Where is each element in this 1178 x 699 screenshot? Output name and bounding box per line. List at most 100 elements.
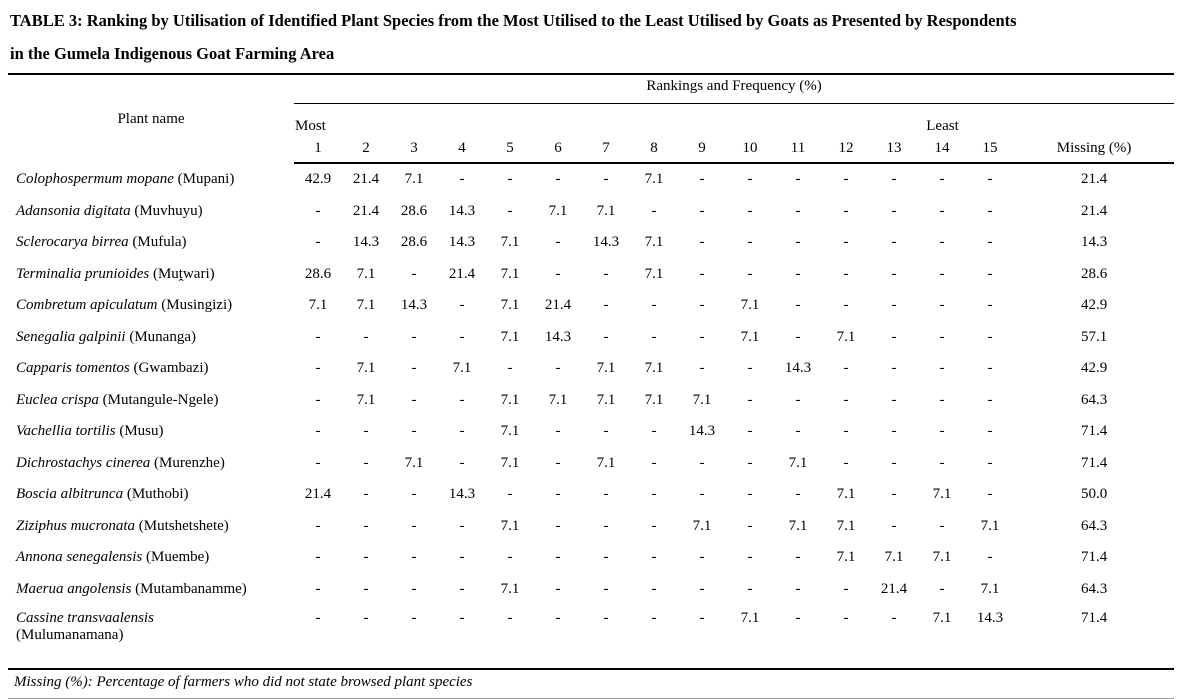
rank-number: 10 [742, 140, 758, 156]
rank-number: 12 [838, 140, 854, 156]
missing-value-cell: 50.0 [1080, 486, 1108, 503]
rank-number: 8 [650, 140, 658, 156]
missing-value-cell: 71.4 [1080, 549, 1108, 566]
table-row: Boscia albitrunca (Muthobi) 21.4 - - 14.3 - - -… [8, 479, 1174, 511]
rank-value-cell: - [795, 486, 801, 503]
rank-value-cell: - [411, 610, 417, 626]
rank-value-cell: - [411, 360, 417, 377]
common-name: (Mupani) [173, 170, 235, 187]
rank-column-header: 9 [678, 103, 726, 164]
rank-value-cell: - [507, 360, 513, 377]
rank-value-cell: - [459, 549, 465, 566]
rank-value-cell: - [891, 610, 897, 626]
rank-value-cell: 14.3 [688, 423, 716, 440]
rank-value-cell: - [507, 202, 513, 219]
rank-value-cell: - [891, 328, 897, 345]
rank-value-cell: - [987, 549, 993, 566]
rank-value-cell: - [651, 486, 657, 503]
table-row: Adansonia digitata (Muvhuyu) - 21.4 28.6 14.… [8, 196, 1174, 228]
plant-name-cell: Senegalia galpinii (Munanga) [8, 322, 294, 354]
rank-value-cell: - [555, 517, 561, 534]
rank-value-cell: - [843, 391, 849, 408]
rank-value-cell: 7.1 [356, 391, 376, 408]
rank-value-cell: - [363, 517, 369, 534]
rank-value-cell: - [363, 580, 369, 597]
rank-column-header: 5 [486, 103, 534, 164]
rank-value-cell: - [987, 328, 993, 345]
rank-value-cell: - [411, 423, 417, 440]
rank-value-cell: 7.1 [644, 391, 664, 408]
rank-sub-spacer [774, 118, 822, 140]
table-title-line1: TABLE 3: Ranking by Utilisation of Ident… [10, 11, 1017, 30]
rank-column-header: 6 [534, 103, 582, 164]
rank-value-cell: - [747, 580, 753, 597]
rank-number: 2 [362, 140, 370, 156]
rank-value-cell: 14.3 [448, 486, 476, 503]
rank-value-cell: - [315, 517, 321, 534]
rank-value-cell: - [651, 423, 657, 440]
rank-value-cell: - [843, 265, 849, 282]
rank-value-cell: - [555, 423, 561, 440]
rank-value-cell: - [363, 423, 369, 440]
rank-value-cell: - [843, 297, 849, 314]
common-name: (Murenzhe) [150, 454, 225, 471]
rank-value-cell: - [795, 265, 801, 282]
rank-column-header: 15 [966, 103, 1014, 164]
plant-name-cell: Capparis tomentos (Gwambazi) [8, 353, 294, 385]
rank-number: 15 [982, 140, 998, 156]
rank-value-cell: - [987, 171, 993, 188]
rank-value-cell: - [651, 328, 657, 345]
rank-value-cell: 7.1 [356, 360, 376, 377]
rank-value-cell: - [459, 171, 465, 188]
rank-value-cell: - [795, 610, 801, 626]
species-name: Terminalia prunioides [16, 265, 150, 282]
rank-value-cell: 7.1 [500, 454, 520, 471]
table-row: Capparis tomentos (Gwambazi) - 7.1 - 7.1 - - 7.… [8, 353, 1174, 385]
rank-value-cell: - [651, 297, 657, 314]
rank-value-cell: 7.1 [500, 328, 520, 345]
rank-value-cell: - [315, 549, 321, 566]
common-name: (Mutshetshete) [135, 517, 229, 534]
rank-value-cell: - [315, 391, 321, 408]
species-name: Ziziphus mucronata [16, 517, 136, 534]
rank-value-cell: - [411, 328, 417, 345]
table-row: Combretum apiculatum (Musingizi) 7.1 7.1 14… [8, 290, 1174, 322]
rank-value-cell: - [315, 202, 321, 219]
missing-value-cell: 28.6 [1080, 265, 1108, 282]
table-row: Maerua angolensis (Mutambanamme) - - - - 7.1 -… [8, 574, 1174, 606]
rank-value-cell: 7.1 [644, 171, 664, 188]
rank-value-cell: - [939, 391, 945, 408]
rank-value-cell: 7.1 [788, 517, 808, 534]
rank-value-cell: - [891, 265, 897, 282]
rank-value-cell: - [651, 517, 657, 534]
rank-number: 7 [602, 140, 610, 156]
rank-value-cell: - [891, 360, 897, 377]
rank-value-cell: 14.3 [448, 234, 476, 251]
rank-value-cell: 14.3 [400, 297, 428, 314]
rank-value-cell: - [411, 391, 417, 408]
rank-value-cell: - [891, 202, 897, 219]
common-name: (Musingizi) [157, 297, 233, 314]
rank-value-cell: - [843, 202, 849, 219]
rank-value-cell: 7.1 [596, 360, 616, 377]
rank-value-cell: - [603, 549, 609, 566]
rank-value-cell: - [795, 391, 801, 408]
rank-value-cell: 7.1 [980, 517, 1000, 534]
rank-sub-spacer [582, 118, 630, 140]
rank-value-cell: - [555, 549, 561, 566]
rank-value-cell: - [363, 328, 369, 345]
rank-value-cell: 7.1 [644, 360, 664, 377]
plant-name-cell: Sclerocarya birrea (Mufula) [8, 227, 294, 259]
plant-name-cell: Euclea crispa (Mutangule-Ngele) [8, 385, 294, 417]
table-row: Sclerocarya birrea (Mufula) - 14.3 28.6 14.3… [8, 227, 1174, 259]
rank-value-cell: - [747, 202, 753, 219]
rank-value-cell: 7.1 [836, 517, 856, 534]
rank-value-cell: 7.1 [452, 360, 472, 377]
rank-number: 4 [458, 140, 466, 156]
rank-value-cell: 7.1 [836, 328, 856, 345]
rank-value-cell: - [939, 580, 945, 597]
rank-value-cell: - [747, 265, 753, 282]
rank-value-cell: - [411, 580, 417, 597]
rank-value-cell: - [459, 328, 465, 345]
rank-value-cell: 14.3 [784, 360, 812, 377]
